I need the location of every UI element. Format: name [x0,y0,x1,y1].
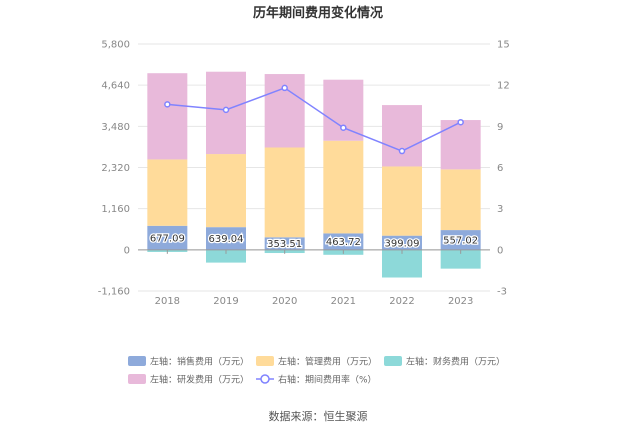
left-tick-label: 0 [124,245,130,256]
sales-data-label: 399.09 [385,238,420,249]
legend-label-rd: 左轴：研发费用（万元） [150,374,249,386]
right-tick-label: -3 [497,287,507,298]
sales-data-label: 557.02 [443,235,478,246]
x-tick-label: 2023 [448,296,473,307]
x-tick-label: 2018 [155,296,180,307]
x-tick-label: 2020 [272,296,297,307]
bar-sales [206,227,246,250]
legend-label-sales: 左轴：销售费用（万元） [150,356,249,368]
rate-point [281,84,288,92]
bar-finance [440,249,481,269]
right-tick-label: 12 [497,81,510,92]
legend-swatch-rate-dot [260,374,270,384]
bar-rd [323,79,364,141]
rate-point [222,106,230,114]
bar-sales [264,237,305,250]
source-note: 数据来源：恒生聚源 [269,409,368,423]
legend-label-finance: 左轴：财务费用（万元） [406,356,505,368]
bar-rd [440,120,481,170]
axes: -1,160 -3 0 0 1,160 3 2,320 6 3,480 9 4,640 12 5,800… [98,40,510,308]
x-tick-label: 2019 [213,296,238,307]
sales-data-label: 639.04 [209,234,244,245]
left-tick-label: 5,800 [101,40,130,51]
legend-label-admin: 左轴：管理费用（万元） [278,356,377,368]
bars [147,71,481,278]
sales-data-label: 353.51 [267,239,302,250]
bar-rd [147,73,188,160]
chart-title: 历年期间费用变化情况 [253,5,383,21]
right-tick-label: 3 [497,204,503,215]
legend-swatch-admin [256,356,274,366]
legend-swatch-finance [384,356,402,366]
bar-admin [440,169,481,231]
legend: 左轴：销售费用（万元） 左轴：管理费用（万元） 左轴：财务费用（万元） 左轴：研发费用… [128,356,505,386]
sales-data-label: 677.09 [150,233,185,244]
right-tick-label: 0 [497,245,503,256]
rate-point [457,118,464,126]
bar-rd [382,105,422,167]
legend-swatch-sales [128,356,146,366]
left-tick-label: 2,320 [101,163,130,174]
left-tick-label: -1,160 [98,287,130,298]
right-tick-label: 6 [497,163,503,174]
rate-point [398,147,406,155]
left-tick-label: 3,480 [101,122,130,133]
bar-admin [264,147,305,238]
left-tick-label: 1,160 [101,204,130,215]
x-tick-label: 2022 [389,296,414,307]
rate-point [340,124,347,131]
legend-label-rate: 右轴：期间费用率（%） [278,374,377,386]
sales-data-label: 463.72 [326,237,361,248]
bar-sales [382,235,422,250]
bar-admin [147,159,188,226]
left-tick-label: 4,640 [101,81,130,92]
right-tick-label: 15 [497,40,510,51]
bar-finance [206,249,246,263]
rate-line [164,84,464,155]
x-tick-label: 2021 [331,296,356,307]
data-labels: 677.09 639.04 353.51 463.72 399.09 557.02 [149,232,480,251]
rate-point [164,101,171,108]
right-tick-label: 9 [497,122,503,133]
bar-sales [147,225,188,250]
gridlines [138,43,490,292]
bar-finance [382,249,422,278]
legend-swatch-rd [128,374,146,384]
bar-admin [323,140,364,234]
rate-line-path [167,87,461,152]
bar-sales [440,230,481,250]
bar-admin [382,166,422,236]
bar-admin [206,154,246,228]
bar-sales [323,233,364,250]
